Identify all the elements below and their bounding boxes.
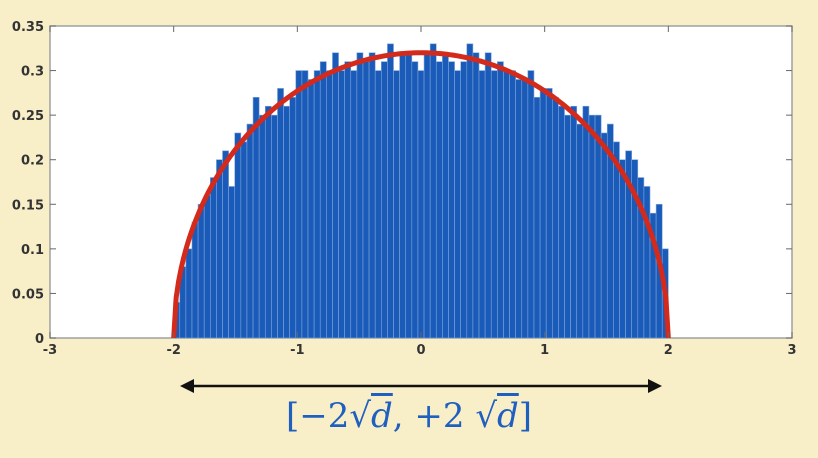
interval-var-2: d: [497, 396, 519, 436]
histogram-bar: [356, 52, 364, 339]
histogram-bar: [558, 105, 565, 339]
histogram-bar: [319, 61, 327, 339]
histogram-bar: [222, 150, 229, 339]
histogram-bar: [350, 70, 358, 339]
x-tick-label: -1: [290, 343, 304, 358]
histogram-bar: [191, 221, 199, 339]
histogram-bar: [472, 52, 480, 339]
histogram-bar: [240, 141, 248, 339]
histogram-bar: [570, 105, 578, 339]
histogram-bar: [271, 114, 278, 339]
histogram-bar: [411, 61, 419, 339]
histogram-bar: [643, 186, 651, 339]
histogram-bar: [338, 70, 345, 339]
histogram-bar: [564, 114, 571, 339]
y-tick-label: 0.2: [21, 154, 44, 169]
histogram-bar: [460, 61, 468, 339]
x-tick-label: -3: [43, 343, 57, 358]
histogram-bar: [545, 88, 553, 339]
histogram-bar: [515, 79, 523, 339]
histogram-bar: [435, 61, 443, 339]
interval-close: ]: [518, 396, 533, 436]
histogram-bar: [588, 114, 596, 339]
histogram-bar: [417, 70, 425, 339]
y-tick-label: 0.25: [12, 109, 44, 124]
interval-arrow: [180, 379, 662, 393]
histogram-bar: [533, 97, 541, 339]
histogram-bar: [326, 70, 333, 339]
histogram-bar: [234, 132, 242, 339]
x-tick-label: 0: [416, 343, 425, 358]
y-tick-label: 0.05: [12, 287, 44, 302]
histogram-bar: [454, 70, 461, 339]
histogram-bar: [185, 248, 193, 339]
histogram-bar: [277, 88, 284, 339]
histogram-bar: [399, 52, 407, 339]
axes: -3 -2 -1 0 1 2 3 0 0.05 0.1 0.15 0.2 0.25 0.3 0.35: [12, 20, 797, 358]
histogram-bar: [405, 52, 413, 339]
histogram-bar: [600, 132, 608, 339]
x-tick-label: 2: [664, 343, 673, 358]
histogram-bar: [295, 70, 303, 339]
histogram-bar: [216, 159, 223, 339]
semicircle-curve: [171, 50, 671, 339]
x-tick-label: -2: [166, 343, 180, 358]
histogram-bar: [619, 159, 626, 339]
interval-var-1: d: [371, 396, 393, 436]
histogram-bar: [203, 195, 211, 339]
y-tick-label: 0.15: [12, 198, 44, 213]
x-tick-label: 1: [540, 343, 549, 358]
histogram-bar: [448, 61, 455, 339]
histogram-bar: [478, 70, 486, 339]
histogram-bar: [527, 70, 535, 339]
histogram-bar: [387, 43, 394, 339]
interval-plus: , +2: [392, 396, 476, 436]
histogram-bar: [362, 61, 370, 339]
histogram-bar: [429, 43, 437, 339]
histogram-bar: [582, 105, 590, 339]
histogram-bar: [374, 70, 382, 339]
y-tick-label: 0.35: [12, 20, 44, 35]
histogram-bar: [594, 114, 602, 339]
histogram-bar: [552, 97, 559, 339]
y-tick-label: 0: [35, 332, 44, 347]
histogram-bar: [490, 70, 498, 339]
y-tick-label: 0.3: [21, 65, 44, 80]
histogram-bar: [332, 52, 339, 339]
histogram-bar: [246, 123, 254, 339]
histogram-bar: [393, 70, 400, 339]
histogram-bar: [497, 61, 504, 339]
histogram-bar: [283, 105, 290, 339]
histogram-bar: [344, 61, 352, 339]
histogram-bar: [509, 70, 516, 339]
histogram-bar: [466, 43, 474, 339]
histogram-bar: [368, 52, 376, 339]
histogram-bar: [423, 52, 431, 339]
histogram-bar: [313, 70, 321, 339]
histogram-bar: [613, 141, 620, 339]
interval-caption: [−2√d, +2 √d]: [285, 396, 533, 436]
histogram-bar: [210, 177, 217, 339]
histogram-bar: [307, 79, 315, 339]
interval-minus: −2: [299, 396, 350, 436]
y-tick-label: 0.1: [21, 243, 44, 258]
histogram-bar: [484, 52, 492, 339]
histogram-bar: [264, 105, 272, 339]
histogram-bar: [289, 97, 297, 339]
histogram-bar: [381, 61, 388, 339]
histogram-bar: [301, 70, 309, 339]
histogram-bar: [539, 88, 547, 339]
histogram-bar: [258, 114, 266, 339]
histogram-bar: [252, 97, 260, 339]
histogram-bar: [521, 79, 529, 339]
histogram-bar: [442, 52, 449, 339]
histogram-bar: [576, 123, 584, 339]
histogram-bar: [503, 70, 510, 339]
x-tick-label: 3: [787, 343, 796, 358]
histogram-bar: [197, 203, 205, 339]
interval-open: [: [285, 396, 300, 436]
histogram-bar: [228, 186, 236, 339]
